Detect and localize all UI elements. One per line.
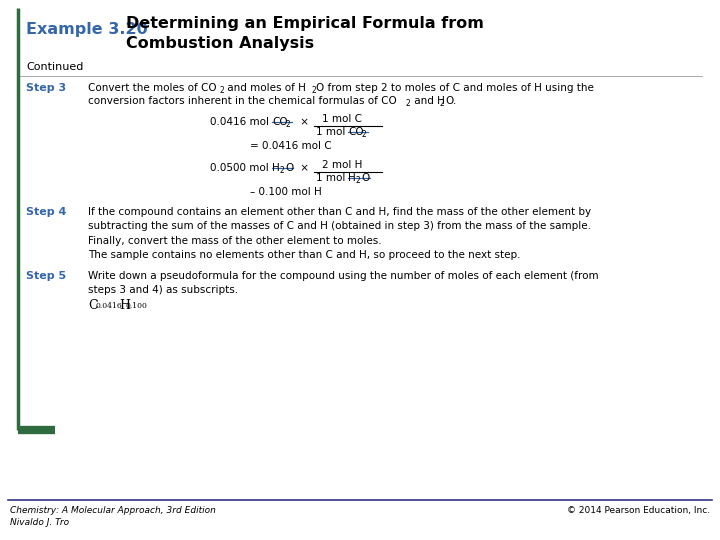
Text: Step 3: Step 3 bbox=[26, 83, 66, 93]
Text: CO: CO bbox=[272, 117, 287, 127]
Text: 2: 2 bbox=[406, 99, 410, 108]
Text: and moles of H: and moles of H bbox=[224, 83, 306, 93]
Text: Step 5: Step 5 bbox=[26, 271, 66, 281]
Text: conversion factors inherent in the chemical formulas of CO: conversion factors inherent in the chemi… bbox=[88, 96, 397, 106]
Text: Determining an Empirical Formula from: Determining an Empirical Formula from bbox=[126, 16, 484, 31]
Text: CO: CO bbox=[348, 127, 364, 137]
Text: C: C bbox=[88, 299, 98, 312]
Text: H: H bbox=[272, 163, 280, 173]
Text: 2: 2 bbox=[356, 176, 361, 185]
Text: 0.100: 0.100 bbox=[126, 302, 148, 310]
Text: 2: 2 bbox=[362, 130, 366, 139]
Text: Nivaldo J. Tro: Nivaldo J. Tro bbox=[10, 518, 69, 527]
Text: ×: × bbox=[297, 163, 309, 173]
Text: 0.0416: 0.0416 bbox=[95, 302, 122, 310]
Text: H: H bbox=[119, 299, 130, 312]
Text: © 2014 Pearson Education, Inc.: © 2014 Pearson Education, Inc. bbox=[567, 506, 710, 515]
Text: Combustion Analysis: Combustion Analysis bbox=[126, 36, 314, 51]
Text: ×: × bbox=[297, 117, 309, 127]
Text: O.: O. bbox=[445, 96, 456, 106]
Text: H: H bbox=[348, 173, 356, 183]
Text: 2 mol H: 2 mol H bbox=[322, 160, 362, 170]
Text: Step 4: Step 4 bbox=[26, 207, 66, 217]
Text: 1 mol: 1 mol bbox=[316, 127, 348, 137]
Text: Chemistry: A Molecular Approach, 3rd Edition: Chemistry: A Molecular Approach, 3rd Edi… bbox=[10, 506, 216, 515]
Text: Continued: Continued bbox=[26, 62, 84, 72]
Text: O: O bbox=[285, 163, 293, 173]
Text: Convert the moles of CO: Convert the moles of CO bbox=[88, 83, 217, 93]
Text: = 0.0416 mol C: = 0.0416 mol C bbox=[250, 141, 332, 151]
Text: O from step 2 to moles of C and moles of H using the: O from step 2 to moles of C and moles of… bbox=[316, 83, 594, 93]
Text: If the compound contains an element other than C and H, find the mass of the oth: If the compound contains an element othe… bbox=[88, 207, 591, 260]
Text: 0.0416 mol: 0.0416 mol bbox=[210, 117, 272, 127]
Text: 2: 2 bbox=[280, 166, 284, 175]
Text: – 0.100 mol H: – 0.100 mol H bbox=[250, 187, 322, 197]
Text: Write down a pseudoformula for the compound using the number of moles of each el: Write down a pseudoformula for the compo… bbox=[88, 271, 598, 295]
Text: 0.0500 mol: 0.0500 mol bbox=[210, 163, 272, 173]
Text: 2: 2 bbox=[219, 86, 224, 95]
Text: O: O bbox=[361, 173, 369, 183]
Text: Example 3.20: Example 3.20 bbox=[26, 22, 148, 37]
Text: 2: 2 bbox=[286, 120, 291, 129]
Text: 2: 2 bbox=[311, 86, 316, 95]
Text: and H: and H bbox=[411, 96, 445, 106]
Text: 1 mol C: 1 mol C bbox=[322, 114, 362, 124]
Text: 1 mol: 1 mol bbox=[316, 173, 348, 183]
Text: 2: 2 bbox=[440, 99, 445, 108]
